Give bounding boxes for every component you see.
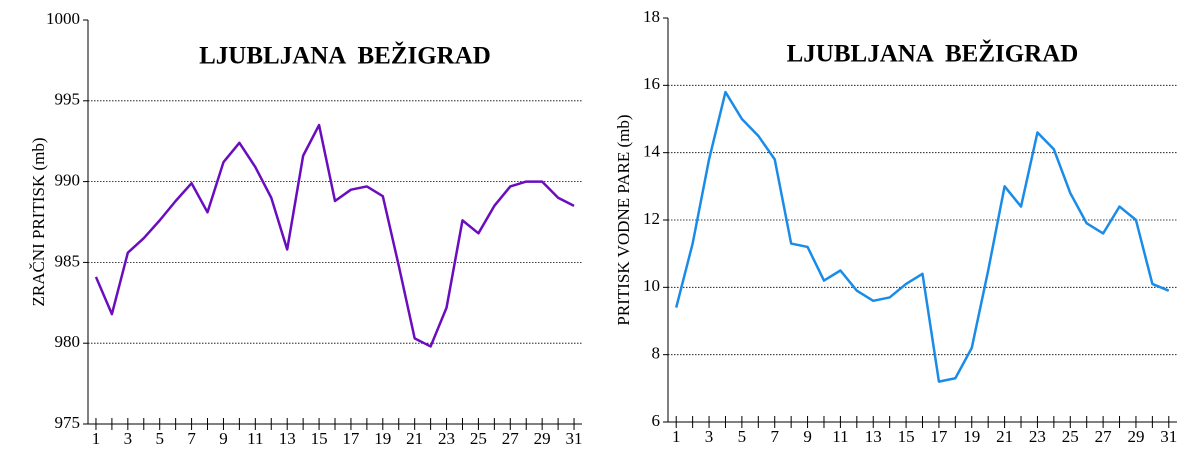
x-tick-label: 25 — [1062, 427, 1079, 446]
x-tick-label: 17 — [342, 429, 360, 448]
y-tick-label: 985 — [55, 251, 81, 270]
y-tick-label: 980 — [55, 332, 81, 351]
x-tick-label: 19 — [963, 427, 980, 446]
x-tick-label: 5 — [155, 429, 164, 448]
x-tick-label: 1 — [92, 429, 101, 448]
x-tick-label: 25 — [470, 429, 487, 448]
data-line — [94, 123, 575, 348]
data-line — [674, 90, 1170, 383]
x-tick-label: 7 — [187, 429, 196, 448]
y-tick-label: 6 — [652, 411, 661, 430]
y-tick-label: 18 — [643, 7, 660, 26]
y-tick-label: 975 — [55, 413, 81, 432]
x-tick-label: 23 — [438, 429, 455, 448]
y-tick-label: 8 — [652, 344, 661, 363]
y-tick-label: 10 — [643, 276, 660, 295]
y-axis-label: PRITISK VODNE PARE (mb) — [614, 114, 633, 325]
x-tick-label: 3 — [124, 429, 133, 448]
y-tick-label: 12 — [643, 209, 660, 228]
x-tick-label: 13 — [279, 429, 296, 448]
x-tick-label: 9 — [219, 429, 228, 448]
x-tick-label: 21 — [406, 429, 423, 448]
y-tick-label: 990 — [55, 171, 81, 190]
x-tick-label: 15 — [311, 429, 328, 448]
x-tick-label: 13 — [865, 427, 882, 446]
x-tick-label: 19 — [374, 429, 391, 448]
x-tick-label: 29 — [534, 429, 551, 448]
y-tick-label: 995 — [55, 90, 81, 109]
chart-title: LJUBLJANA BEŽIGRAD — [199, 42, 491, 70]
x-tick-label: 1 — [672, 427, 681, 446]
x-tick-label: 11 — [247, 429, 263, 448]
chart-title: LJUBLJANA BEŽIGRAD — [787, 40, 1079, 68]
y-axis-label: ZRAČNI PRITISK (mb) — [29, 137, 48, 306]
x-tick-label: 17 — [930, 427, 948, 446]
x-tick-label: 11 — [832, 427, 848, 446]
x-tick-label: 23 — [1029, 427, 1046, 446]
y-tick-label: 1000 — [46, 9, 80, 28]
x-tick-label: 21 — [996, 427, 1013, 446]
y-tick-label: 14 — [643, 142, 661, 161]
x-tick-label: 5 — [738, 427, 747, 446]
x-tick-label: 15 — [898, 427, 915, 446]
x-tick-label: 29 — [1127, 427, 1144, 446]
x-tick-label: 31 — [566, 429, 583, 448]
x-tick-label: 7 — [770, 427, 779, 446]
x-tick-label: 9 — [803, 427, 812, 446]
x-tick-label: 31 — [1160, 427, 1177, 446]
x-tick-label: 3 — [705, 427, 714, 446]
x-tick-label: 27 — [1095, 427, 1113, 446]
x-tick-label: 27 — [502, 429, 520, 448]
y-tick-label: 16 — [643, 74, 660, 93]
